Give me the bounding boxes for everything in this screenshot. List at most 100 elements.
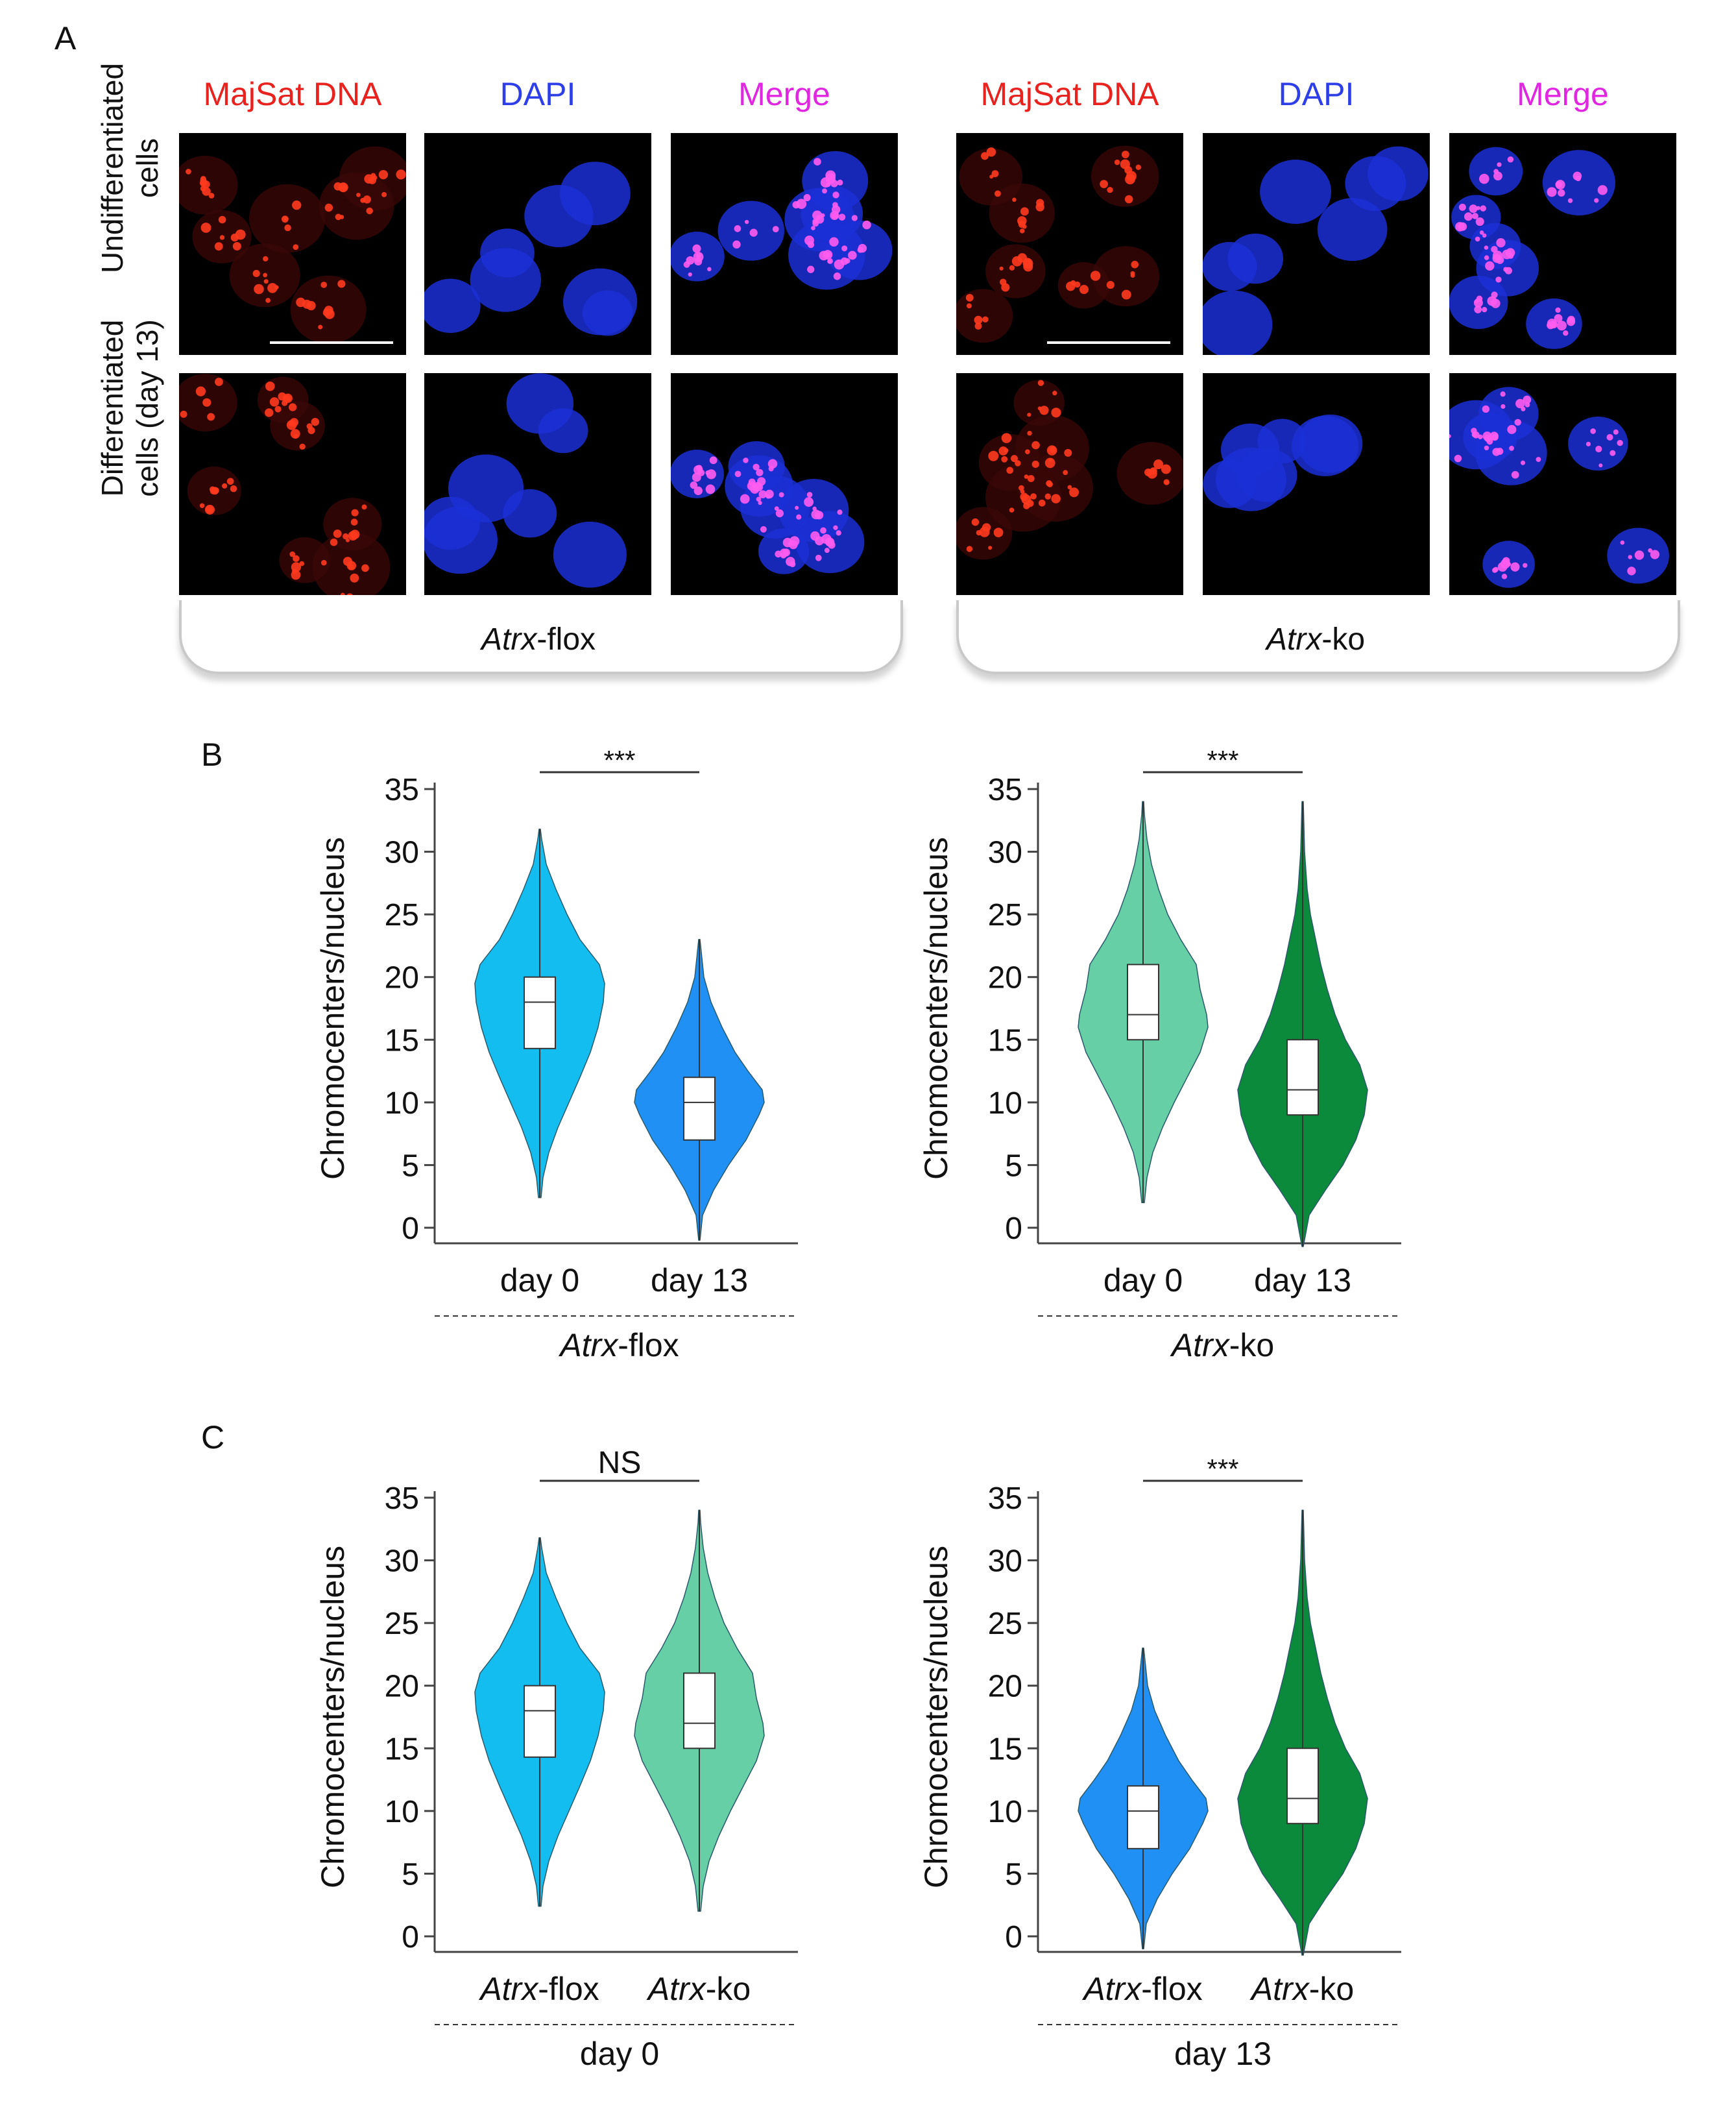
y-tick-label: 5 xyxy=(1005,1857,1022,1892)
micrograph-tile xyxy=(1449,133,1676,355)
group-label-text: day 0 xyxy=(580,2036,659,2072)
significance-label: *** xyxy=(1207,745,1238,775)
violin-box xyxy=(683,1672,716,1749)
y-tick-label: 30 xyxy=(385,1544,419,1579)
group-label-text: day 13 xyxy=(1174,2036,1272,2072)
y-tick-label: 0 xyxy=(1005,1212,1022,1246)
violin-box xyxy=(683,1077,716,1141)
y-tick-label: 5 xyxy=(402,1149,419,1183)
violin-plot: Chromocenters/nucleus 0 5 10 15 20 25 30 35 *** da… xyxy=(918,745,1401,1363)
x-category-label: day 0 xyxy=(1103,1262,1183,1298)
violin-box xyxy=(524,1685,556,1758)
row-label-undiff-line2: cells xyxy=(130,138,164,199)
group-label: day 13 xyxy=(1174,2036,1272,2072)
x-category-label: day 13 xyxy=(651,1262,748,1298)
violin-box xyxy=(1286,1748,1319,1825)
violin-chart-c-day13: Chromocenters/nucleus 0 5 10 15 20 25 30 35 *** At… xyxy=(908,1454,1401,2107)
y-tick-label: 15 xyxy=(988,1732,1022,1766)
y-tick-label: 20 xyxy=(385,1670,419,1704)
y-tick-label: 30 xyxy=(385,836,419,870)
y-tick-label: 15 xyxy=(385,1732,419,1766)
x-category-text: -ko xyxy=(706,1971,751,2007)
x-category-italic: Atrx xyxy=(478,1971,539,2007)
x-category-text: day 13 xyxy=(651,1262,748,1298)
micrograph-image xyxy=(1449,133,1676,355)
y-tick-label: 0 xyxy=(1005,1920,1022,1955)
panel-letter-a: A xyxy=(54,20,77,56)
micrograph-tile xyxy=(956,373,1183,595)
micrograph-tile xyxy=(424,133,651,355)
genotype-label-ko: Atrx-ko xyxy=(956,622,1675,657)
micrograph-tile xyxy=(1203,133,1430,355)
significance-label: *** xyxy=(603,745,635,775)
group-label-italic: Atrx xyxy=(1170,1327,1231,1363)
violin-box xyxy=(524,976,556,1049)
row-label-diff-line1: Differentiated xyxy=(95,319,129,497)
row-label-diff-line2: cells (day 13) xyxy=(130,319,164,497)
micrograph-tile xyxy=(671,133,898,355)
x-category-text: day 0 xyxy=(500,1262,579,1298)
violin-box xyxy=(1127,964,1159,1041)
micrograph-image xyxy=(956,133,1183,355)
y-tick-label: 35 xyxy=(988,773,1022,807)
y-axis-label: Chromocenters/nucleus xyxy=(918,837,954,1180)
y-tick-label: 0 xyxy=(402,1212,419,1246)
y-tick-label: 25 xyxy=(385,898,419,932)
micrograph-tile xyxy=(1449,373,1676,595)
y-tick-label: 15 xyxy=(385,1023,419,1058)
x-category-label: Atrx-ko xyxy=(1249,1971,1354,2007)
y-tick-label: 35 xyxy=(385,773,419,807)
channel-label-majsat-1: MajSat DNA xyxy=(203,76,382,112)
y-tick-label: 10 xyxy=(385,1086,419,1121)
channel-label-majsat-2: MajSat DNA xyxy=(980,76,1159,112)
x-category-label: Atrx-ko xyxy=(646,1971,751,2007)
micrograph-tile xyxy=(956,133,1183,355)
micrograph-image xyxy=(671,133,898,355)
genotype-label-flox: Atrx-flox xyxy=(179,622,898,657)
violin-chart-b-flox: Chromocenters/nucleus 0 5 10 15 20 25 30 35 *** da… xyxy=(305,745,798,1398)
micrograph-tile xyxy=(179,373,406,595)
micrograph-tile xyxy=(179,133,406,355)
group-label-text: -flox xyxy=(618,1327,679,1363)
group-label: Atrx-flox xyxy=(558,1327,679,1363)
x-category-text: day 0 xyxy=(1103,1262,1183,1298)
x-category-label: day 13 xyxy=(1254,1262,1351,1298)
micrograph-image xyxy=(424,373,651,595)
channel-label-merge-2: Merge xyxy=(1517,76,1609,112)
y-tick-label: 10 xyxy=(988,1795,1022,1829)
x-category-italic: Atrx xyxy=(1249,1971,1310,2007)
micrograph-image xyxy=(1203,133,1430,355)
micrograph-image xyxy=(179,133,406,355)
micrograph-tile xyxy=(1203,373,1430,595)
x-category-italic: Atrx xyxy=(646,1971,707,2007)
y-tick-label: 0 xyxy=(402,1920,419,1955)
channel-label-dapi-2: DAPI xyxy=(1278,76,1355,112)
genotype-italic-flox: Atrx xyxy=(481,622,537,657)
micrograph-image xyxy=(956,373,1183,595)
y-tick-label: 25 xyxy=(385,1607,419,1641)
x-category-label: day 0 xyxy=(500,1262,579,1298)
y-tick-label: 30 xyxy=(988,1544,1022,1579)
y-tick-label: 20 xyxy=(988,1670,1022,1704)
micrograph-image xyxy=(1449,373,1676,595)
group-label-italic: Atrx xyxy=(558,1327,619,1363)
y-tick-label: 10 xyxy=(385,1795,419,1829)
micrograph-image xyxy=(1203,373,1430,595)
violin-chart-c-day0: Chromocenters/nucleus 0 5 10 15 20 25 30 35 NS Atr… xyxy=(305,1446,798,2107)
genotype-suffix-flox: -flox xyxy=(536,622,596,657)
y-tick-label: 10 xyxy=(988,1086,1022,1121)
micrograph-image xyxy=(424,133,651,355)
violin-plot: Chromocenters/nucleus 0 5 10 15 20 25 30 35 NS Atr… xyxy=(315,1446,798,2072)
x-category-text: -flox xyxy=(1141,1971,1202,2007)
row-label-undifferentiated: Undifferentiated cells xyxy=(95,57,165,279)
violin-box xyxy=(1286,1039,1319,1116)
y-tick-label: 20 xyxy=(988,961,1022,995)
channel-label-merge-1: Merge xyxy=(738,76,830,112)
y-tick-label: 35 xyxy=(385,1481,419,1516)
channel-label-dapi-1: DAPI xyxy=(500,76,576,112)
panel-letter-c: C xyxy=(201,1419,225,1455)
group-label: day 0 xyxy=(580,2036,659,2072)
significance-label: *** xyxy=(1207,1454,1238,1484)
y-tick-label: 15 xyxy=(988,1023,1022,1058)
micrograph-image xyxy=(179,373,406,595)
